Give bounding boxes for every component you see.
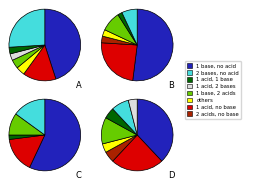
Text: D: D	[168, 171, 174, 180]
Text: C: C	[76, 171, 82, 180]
Text: A: A	[76, 81, 82, 90]
Text: B: B	[168, 81, 174, 90]
Wedge shape	[16, 99, 45, 135]
Wedge shape	[9, 9, 45, 47]
Wedge shape	[106, 109, 137, 135]
Wedge shape	[137, 99, 173, 161]
Wedge shape	[118, 13, 137, 45]
Wedge shape	[10, 45, 45, 60]
Wedge shape	[106, 135, 137, 161]
Legend: 1 base, no acid, 2 bases, no acid, 1 acid, 1 base, 1 acid, 2 bases, 1 base, 2 ac: 1 base, no acid, 2 bases, no acid, 1 aci…	[185, 61, 241, 119]
Wedge shape	[30, 99, 81, 171]
Wedge shape	[101, 43, 137, 81]
Wedge shape	[122, 9, 137, 45]
Wedge shape	[133, 9, 173, 81]
Wedge shape	[24, 45, 56, 81]
Wedge shape	[105, 15, 137, 45]
Wedge shape	[12, 45, 45, 68]
Wedge shape	[113, 100, 137, 135]
Wedge shape	[9, 45, 45, 54]
Wedge shape	[45, 9, 81, 79]
Wedge shape	[9, 135, 45, 167]
Wedge shape	[101, 118, 137, 144]
Wedge shape	[102, 135, 137, 152]
Wedge shape	[17, 45, 45, 74]
Wedge shape	[9, 135, 45, 140]
Wedge shape	[113, 135, 162, 171]
Wedge shape	[101, 36, 137, 45]
Wedge shape	[102, 30, 137, 45]
Wedge shape	[9, 114, 45, 135]
Wedge shape	[128, 99, 137, 135]
